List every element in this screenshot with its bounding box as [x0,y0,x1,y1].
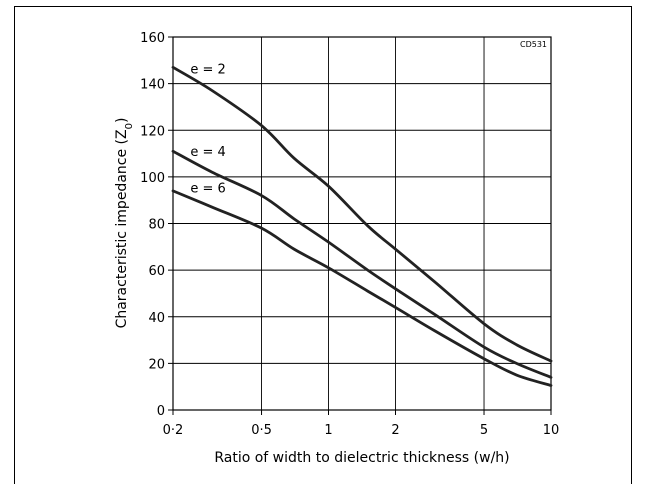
x-tick-label: 5 [480,423,488,438]
x-tick-label: 2 [391,423,399,438]
y-tick-label: 0 [157,404,165,419]
series-label-1: e = 2 [190,62,225,77]
y-tick-label: 140 [140,78,165,93]
y-axis-label: Characteristic impedance (Z0) [114,118,135,329]
x-tick-label: 1 [324,423,332,438]
y-tick-label: 60 [148,264,165,279]
x-tick-label: 0·2 [163,423,184,438]
figure-frame [14,6,632,484]
y-tick-label: 80 [148,218,165,233]
series-line-1 [171,65,553,363]
series-label-3: e = 6 [190,181,225,196]
y-tick-label: 120 [140,124,165,139]
y-tick-label: 20 [148,357,165,372]
x-tick-label: 0·5 [251,423,272,438]
x-axis-label: Ratio of width to dielectric thickness (… [214,450,509,466]
series-label-2: e = 4 [190,145,225,160]
series-line-3 [171,189,553,387]
chart-code-label: CD531 [520,40,547,49]
y-tick-label: 100 [140,171,165,186]
y-tick-label: 40 [148,311,165,326]
x-tick-label: 10 [543,423,560,438]
y-tick-label: 160 [140,31,165,46]
series-line-2 [171,149,553,379]
